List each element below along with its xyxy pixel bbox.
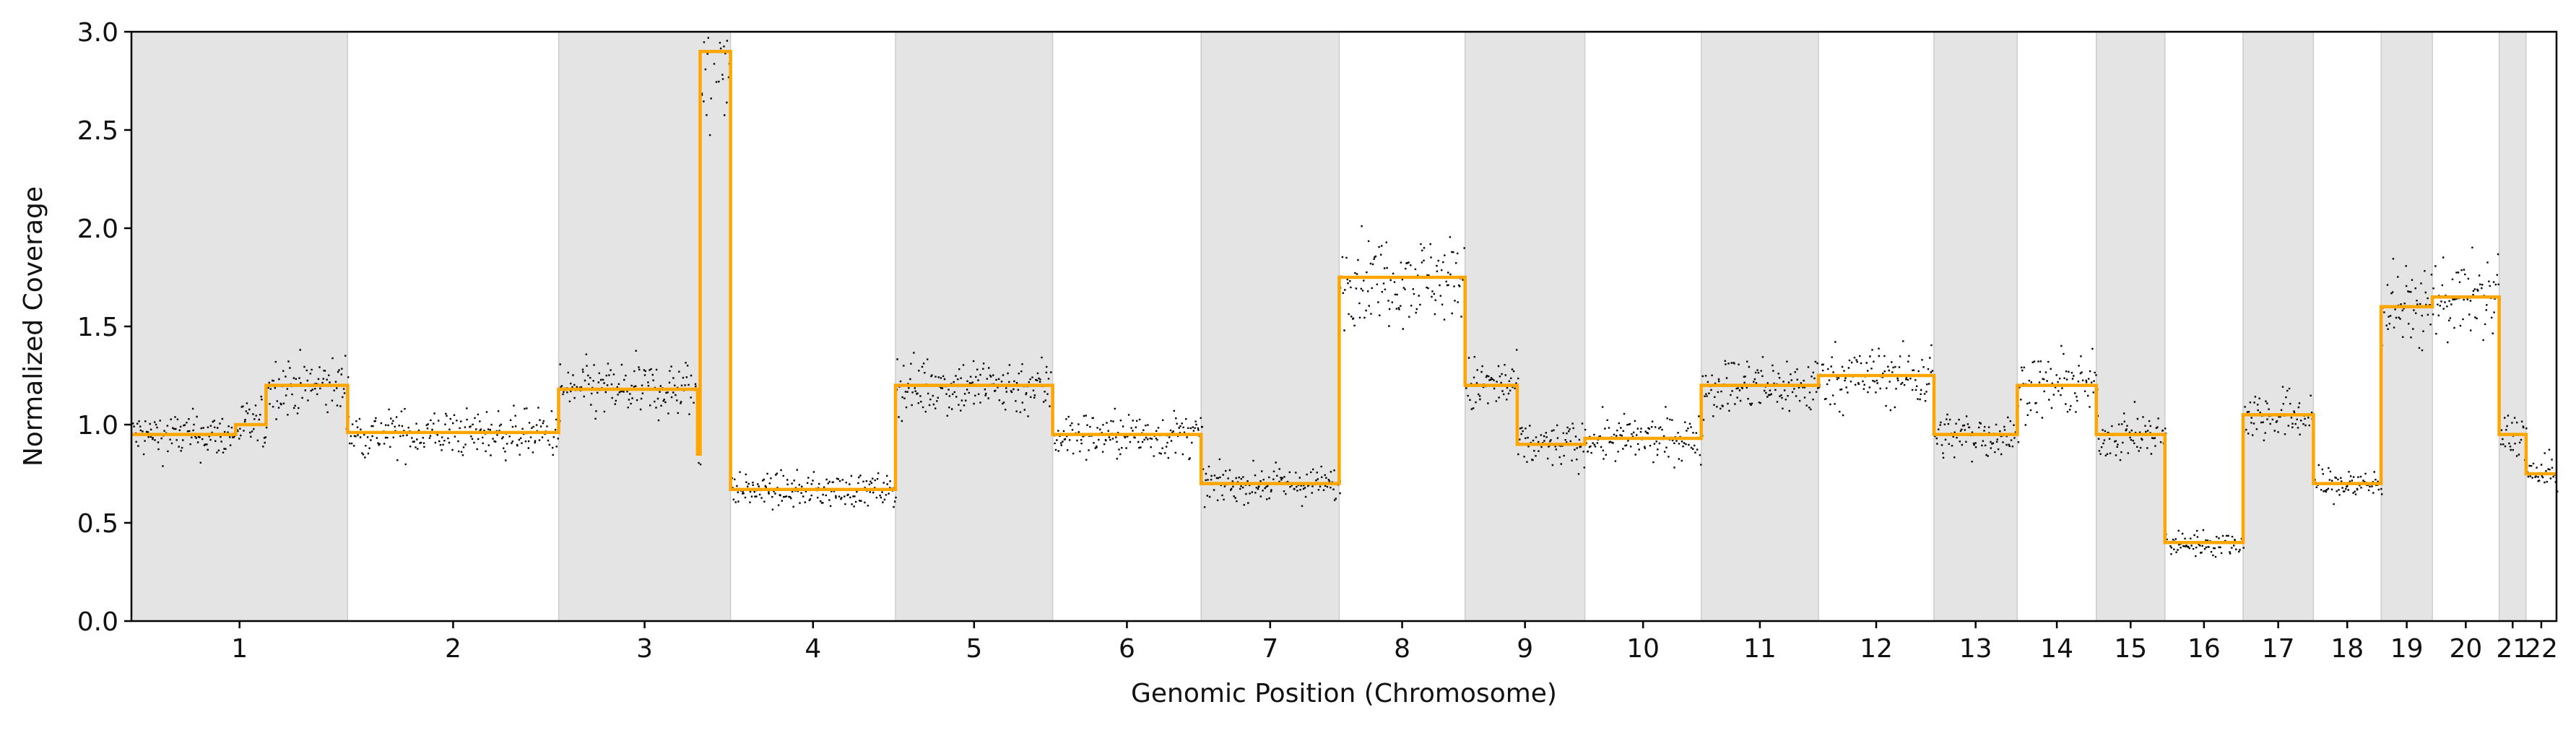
y-axis: 0.0 0.5 1.0 1.5 2.0 2.5 3.0 <box>77 18 131 637</box>
y-tick-label: 0.5 <box>77 509 118 539</box>
x-tick-label-chr14: 14 <box>2040 634 2073 664</box>
x-tick-label-chr21: 21 <box>2496 634 2529 664</box>
y-tick-label: 2.0 <box>77 214 118 244</box>
chromosome-band-17 <box>2242 31 2315 622</box>
x-tick-label-chr9: 9 <box>1517 634 1533 664</box>
chromosome-band-3 <box>558 31 732 622</box>
x-tick-label-chr15: 15 <box>2114 634 2147 664</box>
x-tick-label-chr22: 22 <box>2525 634 2558 664</box>
x-tick-label-chr19: 19 <box>2390 634 2424 664</box>
y-tick-label: 1.0 <box>77 411 118 441</box>
x-tick-label-chr20: 20 <box>2449 634 2482 664</box>
x-tick-label-chr16: 16 <box>2187 634 2221 664</box>
x-tick-label-chr17: 17 <box>2262 634 2295 664</box>
chromosome-bands <box>131 31 2527 622</box>
x-tick-label-chr7: 7 <box>1262 634 1278 664</box>
chromosome-band-7 <box>1200 31 1340 622</box>
y-tick-label: 3.0 <box>77 18 118 48</box>
chromosome-band-15 <box>2096 31 2166 622</box>
x-tick-label-chr1: 1 <box>231 634 248 664</box>
x-tick-label-chr5: 5 <box>966 634 982 664</box>
x-tick-label-chr8: 8 <box>1394 634 1410 664</box>
y-axis-title: Normalized Coverage <box>19 186 48 467</box>
chromosome-band-21 <box>2498 31 2527 622</box>
coverage-points <box>131 37 2559 558</box>
x-tick-label-chr13: 13 <box>1959 634 1992 664</box>
y-tick-label: 2.5 <box>77 116 118 146</box>
x-tick-label-chr4: 4 <box>805 634 821 664</box>
chromosome-band-13 <box>1933 31 2018 622</box>
segment-line <box>131 49 2557 545</box>
x-tick-label-chr11: 11 <box>1743 634 1777 664</box>
chromosome-band-5 <box>895 31 1054 622</box>
y-tick-label: 0.0 <box>77 607 118 637</box>
x-tick-label-chr6: 6 <box>1119 634 1135 664</box>
x-axis-title: Genomic Position (Chromosome) <box>1131 679 1557 708</box>
chromosome-band-9 <box>1464 31 1586 622</box>
y-tick-label: 1.5 <box>77 313 118 342</box>
chromosome-band-11 <box>1700 31 1819 622</box>
x-tick-label-chr18: 18 <box>2330 634 2364 664</box>
x-tick-label-chr2: 2 <box>445 634 461 664</box>
x-tick-label-chr3: 3 <box>636 634 653 664</box>
plot-frame <box>130 30 2558 623</box>
chromosome-band-1 <box>131 31 349 622</box>
x-tick-label-chr12: 12 <box>1860 634 1893 664</box>
coverage-point-cloud <box>131 37 2559 558</box>
x-tick-label-chr10: 10 <box>1626 634 1660 664</box>
chromosome-band-19 <box>2380 31 2433 622</box>
